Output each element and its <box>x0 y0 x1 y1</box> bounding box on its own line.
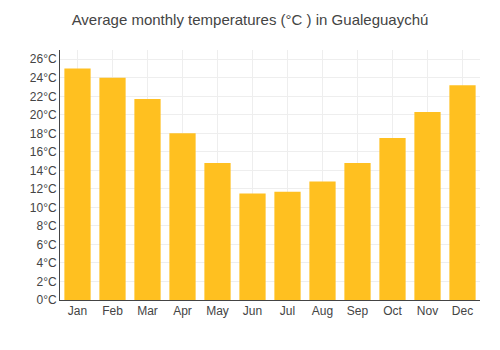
svg-text:Dec: Dec <box>452 304 473 318</box>
svg-text:24°C: 24°C <box>30 71 57 85</box>
svg-text:26°C: 26°C <box>30 52 57 66</box>
svg-text:Nov: Nov <box>417 304 438 318</box>
svg-text:Sep: Sep <box>347 304 369 318</box>
svg-text:Feb: Feb <box>102 304 123 318</box>
svg-text:Apr: Apr <box>173 304 192 318</box>
svg-text:4°C: 4°C <box>36 256 56 270</box>
svg-text:Mar: Mar <box>137 304 158 318</box>
svg-text:18°C: 18°C <box>30 127 57 141</box>
svg-text:May: May <box>206 304 229 318</box>
svg-text:6°C: 6°C <box>36 238 56 252</box>
svg-text:2°C: 2°C <box>36 275 56 289</box>
svg-text:Oct: Oct <box>383 304 402 318</box>
svg-text:Jul: Jul <box>280 304 295 318</box>
svg-text:10°C: 10°C <box>30 201 57 215</box>
svg-text:Aug: Aug <box>312 304 333 318</box>
svg-text:12°C: 12°C <box>30 182 57 196</box>
svg-text:Jan: Jan <box>68 304 87 318</box>
svg-text:22°C: 22°C <box>30 90 57 104</box>
svg-text:20°C: 20°C <box>30 108 57 122</box>
svg-text:Average monthly temperatures (: Average monthly temperatures (°C ) in Gu… <box>72 11 429 28</box>
svg-text:16°C: 16°C <box>30 145 57 159</box>
svg-text:0°C: 0°C <box>36 293 56 307</box>
svg-text:8°C: 8°C <box>36 219 56 233</box>
svg-text:14°C: 14°C <box>30 164 57 178</box>
svg-text:Jun: Jun <box>243 304 262 318</box>
